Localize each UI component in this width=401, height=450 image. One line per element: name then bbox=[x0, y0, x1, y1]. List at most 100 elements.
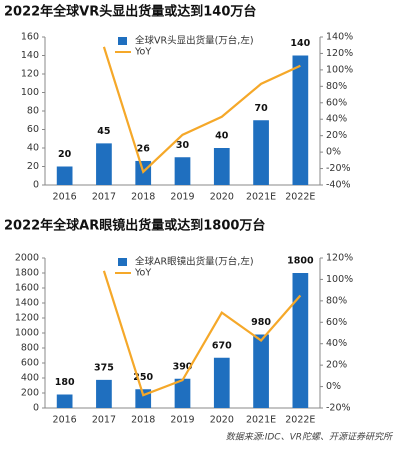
y-tick-label: 100 bbox=[21, 87, 39, 98]
y-tick-label: 0 bbox=[33, 403, 39, 414]
bar bbox=[253, 120, 269, 185]
value-label: 70 bbox=[254, 103, 268, 114]
bar bbox=[292, 55, 309, 185]
y-tick-label: 600 bbox=[21, 358, 39, 369]
legend-swatch bbox=[118, 37, 127, 45]
y2-tick-label: 120% bbox=[326, 48, 353, 59]
x-tick-label: 2019 bbox=[170, 192, 194, 203]
value-label-bg bbox=[91, 125, 116, 138]
x-tick-label: 2020 bbox=[210, 415, 234, 426]
y-tick-label: 20 bbox=[27, 161, 39, 172]
legend-label: YoY bbox=[134, 268, 151, 279]
bar bbox=[174, 378, 191, 408]
legend-label: 全球VR头显出货量(万台,左) bbox=[135, 35, 254, 47]
value-label-bg bbox=[288, 37, 313, 50]
value-label-bg bbox=[170, 139, 195, 152]
y2-tick-label: 0% bbox=[326, 147, 341, 158]
legend-label: YoY bbox=[134, 47, 151, 58]
x-tick-label: 2018 bbox=[131, 192, 155, 203]
value-label: 40 bbox=[215, 131, 229, 142]
value-label: 980 bbox=[251, 317, 271, 328]
bar bbox=[213, 148, 230, 185]
value-label-bg bbox=[249, 316, 274, 329]
y-tick-label: 40 bbox=[27, 143, 39, 154]
x-tick-label: 2019 bbox=[170, 415, 194, 426]
y-tick-label: 800 bbox=[21, 343, 39, 354]
bar bbox=[213, 357, 230, 408]
bar bbox=[96, 379, 112, 408]
value-label: 140 bbox=[290, 38, 310, 49]
bar bbox=[292, 273, 309, 408]
y2-tick-label: 20% bbox=[326, 360, 347, 371]
y2-tick-label: 20% bbox=[326, 130, 347, 141]
value-label: 45 bbox=[97, 126, 110, 137]
y2-tick-label: -40% bbox=[326, 180, 351, 191]
x-tick-label: 2022E bbox=[285, 415, 315, 426]
y-tick-label: 1800 bbox=[15, 268, 39, 279]
value-label: 375 bbox=[94, 362, 114, 373]
bar bbox=[56, 394, 73, 408]
y-tick-label: 80 bbox=[27, 106, 39, 117]
y-tick-label: 1200 bbox=[15, 313, 39, 324]
value-label: 20 bbox=[58, 149, 72, 160]
x-tick-label: 2016 bbox=[53, 415, 77, 426]
y2-tick-label: 140% bbox=[326, 32, 353, 43]
legend-label: 全球AR眼镜出货量(万台,左) bbox=[135, 256, 254, 268]
value-label-bg bbox=[209, 339, 234, 352]
bar bbox=[96, 143, 112, 185]
value-label: 26 bbox=[137, 143, 151, 154]
value-label-bg bbox=[52, 148, 77, 161]
value-label: 670 bbox=[212, 340, 232, 351]
x-tick-label: 2017 bbox=[92, 192, 116, 203]
y-tick-label: 2000 bbox=[15, 253, 39, 264]
y2-tick-label: 0% bbox=[326, 381, 341, 392]
x-tick-label: 2020 bbox=[210, 192, 234, 203]
chart-title: 2022年全球AR眼镜出货量或达到1800万台 bbox=[4, 218, 265, 234]
value-label: 390 bbox=[173, 361, 193, 372]
x-tick-label: 2021E bbox=[246, 192, 276, 203]
value-label-bg bbox=[52, 376, 77, 389]
y-tick-label: 60 bbox=[27, 124, 39, 135]
y-tick-label: 200 bbox=[21, 388, 39, 399]
chart-title: 2022年全球VR头显出货量或达到140万台 bbox=[4, 4, 256, 20]
bar bbox=[174, 157, 191, 185]
value-label: 250 bbox=[133, 372, 153, 383]
y-tick-label: 1400 bbox=[15, 298, 39, 309]
yoy-line bbox=[102, 46, 301, 174]
value-label-bg bbox=[249, 102, 274, 115]
y2-tick-label: 120% bbox=[326, 253, 353, 264]
y-tick-label: 160 bbox=[21, 32, 39, 43]
source: 数据来源:IDC、VR陀螺、开源证券研究所 bbox=[226, 432, 394, 443]
value-label: 1800 bbox=[287, 256, 314, 267]
x-tick-label: 2021E bbox=[246, 415, 276, 426]
y2-tick-label: 100% bbox=[326, 64, 353, 75]
value-label-bg bbox=[288, 255, 313, 267]
bar bbox=[56, 166, 73, 185]
y-tick-label: 120 bbox=[21, 69, 39, 80]
y-tick-label: 1600 bbox=[15, 283, 39, 294]
value-label: 180 bbox=[55, 377, 75, 388]
y2-tick-label: 60% bbox=[326, 97, 347, 108]
bar bbox=[253, 334, 269, 408]
y2-tick-label: 100% bbox=[326, 274, 353, 285]
x-tick-label: 2017 bbox=[92, 415, 116, 426]
value-label-bg bbox=[209, 130, 234, 142]
y-tick-label: 1000 bbox=[15, 328, 39, 339]
value-label-bg bbox=[91, 361, 116, 374]
y-tick-label: 0 bbox=[33, 180, 39, 191]
y2-tick-label: 40% bbox=[326, 114, 347, 125]
x-tick-label: 2018 bbox=[131, 415, 155, 426]
x-tick-label: 2016 bbox=[53, 192, 77, 203]
y2-tick-label: -20% bbox=[326, 403, 351, 414]
y2-tick-label: 80% bbox=[326, 81, 347, 92]
value-label: 30 bbox=[176, 140, 190, 151]
legend-swatch bbox=[118, 258, 127, 266]
y-tick-label: 400 bbox=[21, 373, 39, 384]
x-tick-label: 2022E bbox=[285, 192, 315, 203]
y-tick-label: 140 bbox=[21, 50, 39, 61]
y2-tick-label: -20% bbox=[326, 163, 351, 174]
y2-tick-label: 40% bbox=[326, 338, 347, 349]
yoy-line bbox=[102, 270, 302, 397]
y2-tick-label: 60% bbox=[326, 317, 347, 328]
